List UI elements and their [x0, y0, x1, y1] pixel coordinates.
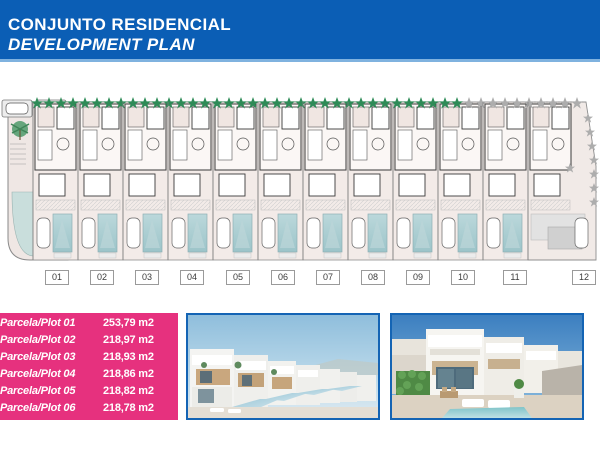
plot-number-05[interactable]: 05	[226, 270, 250, 285]
photo-villa-facade-image	[392, 315, 582, 418]
tree-row-green	[31, 97, 463, 109]
plot-number-03[interactable]: 03	[135, 270, 159, 285]
plot-area: 218,78 m2	[103, 402, 154, 414]
page-title-spanish: CONJUNTO RESIDENCIAL	[8, 15, 232, 34]
plot-area: 218,97 m2	[103, 334, 154, 346]
plot-number-08[interactable]: 08	[361, 270, 385, 285]
plot-number-06[interactable]: 06	[271, 270, 295, 285]
plot-name: Parcela/Plot 04	[0, 368, 76, 380]
table-row: Parcela/Plot 01 253,79 m2	[0, 315, 178, 332]
villa-row	[190, 349, 376, 407]
plot-number-11[interactable]: 11	[503, 270, 527, 285]
table-row: Parcela/Plot 03 218,93 m2	[0, 349, 178, 366]
sun-loungers	[210, 408, 241, 413]
plot-unit	[77, 101, 124, 261]
plot-12-unit	[527, 101, 597, 261]
plot-unit	[257, 101, 304, 261]
plot-unit	[482, 101, 529, 261]
table-row: Parcela/Plot 02 218,97 m2	[0, 332, 178, 349]
plot-number-01[interactable]: 01	[45, 270, 69, 285]
plot-number-12[interactable]: 12	[572, 270, 596, 285]
plot-area-table: Parcela/Plot 01 253,79 m2 Parcela/Plot 0…	[0, 313, 178, 420]
photo-villas-row[interactable]	[186, 313, 380, 420]
table-row: Parcela/Plot 05 218,82 m2	[0, 383, 178, 400]
plot-unit	[347, 101, 394, 261]
table-row: Parcela/Plot 06 218,78 m2	[0, 400, 178, 417]
plot-name: Parcela/Plot 05	[0, 385, 76, 397]
plot-unit	[437, 101, 484, 261]
planter	[514, 387, 524, 398]
plot-number-07[interactable]: 07	[316, 270, 340, 285]
plot-name: Parcela/Plot 02	[0, 334, 76, 346]
palm-tree-icon	[10, 121, 30, 140]
plot-divider-lines	[32, 102, 529, 260]
plot-unit	[122, 101, 169, 261]
plot-area: 218,93 m2	[103, 351, 154, 363]
plot-unit	[167, 101, 214, 261]
path-detail	[10, 143, 26, 165]
plot-name: Parcela/Plot 01	[0, 317, 76, 329]
plot-number-labels: 01 02 03 04 05 06 07 08 09 10 11 12	[0, 270, 600, 286]
site-plan-drawing	[0, 96, 600, 268]
plot-name: Parcela/Plot 03	[0, 351, 76, 363]
planters	[201, 361, 277, 375]
plot-number-02[interactable]: 02	[90, 270, 114, 285]
plot-area: 253,79 m2	[103, 317, 154, 329]
plot-unit	[32, 101, 79, 261]
plot-number-10[interactable]: 10	[451, 270, 475, 285]
plot-unit	[302, 101, 349, 261]
plot-name: Parcela/Plot 06	[0, 402, 76, 414]
photo-villa-facade[interactable]	[390, 313, 584, 420]
photo-villas-row-image	[188, 315, 378, 418]
sun-loungers	[462, 399, 510, 408]
plot-number-09[interactable]: 09	[406, 270, 430, 285]
tree-row-grey	[463, 97, 599, 207]
page-header: CONJUNTO RESIDENCIAL DEVELOPMENT PLAN	[0, 0, 600, 62]
plot-unit	[392, 101, 439, 261]
page-title-english: DEVELOPMENT PLAN	[8, 35, 195, 54]
site-plan-svg	[0, 96, 600, 268]
outdoor-furniture	[440, 387, 458, 398]
plot-units-group	[32, 101, 529, 261]
plot-number-04[interactable]: 04	[180, 270, 204, 285]
plot-area: 218,82 m2	[103, 385, 154, 397]
plot-area: 218,86 m2	[103, 368, 154, 380]
plot-unit	[212, 101, 259, 261]
table-row: Parcela/Plot 04 218,86 m2	[0, 366, 178, 383]
swimming-pool	[442, 407, 532, 418]
